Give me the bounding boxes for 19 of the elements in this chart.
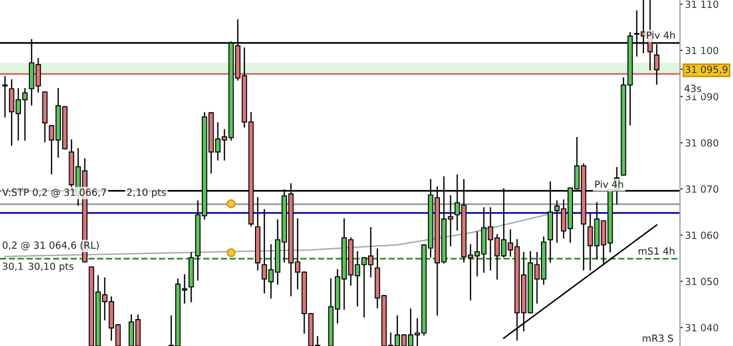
annotation: V:STP 0,2 @ 31 066,7 bbox=[2, 188, 106, 198]
annotation: mR3 S bbox=[642, 334, 674, 342]
annotation: Piv 4h bbox=[646, 31, 675, 39]
y-tick-label: 31 100 bbox=[686, 46, 718, 54]
y-tick-label: 31 095,9 bbox=[686, 66, 728, 74]
annotation: 30,10 pts bbox=[28, 262, 74, 272]
y-tick-label: 31 040 bbox=[686, 324, 718, 332]
y-tick-label: 31 080 bbox=[686, 139, 718, 147]
annotation: 0,2 @ 31 064,6 (RL) bbox=[2, 241, 99, 250]
y-tick-label: 31 070 bbox=[686, 185, 718, 193]
y-tick-label: 31 050 bbox=[686, 278, 718, 286]
annotation: Piv 4h bbox=[595, 180, 624, 188]
y-tick-label: 31 060 bbox=[686, 232, 718, 239]
annotation: mS1 4h bbox=[638, 247, 674, 255]
text: 43s bbox=[684, 84, 702, 92]
y-tick-label: 31 110 bbox=[686, 0, 718, 8]
y-tick-label: 31 090 bbox=[686, 93, 718, 100]
annotation: 2,10 pts bbox=[127, 188, 166, 198]
annotation: 30,1 bbox=[2, 262, 23, 271]
